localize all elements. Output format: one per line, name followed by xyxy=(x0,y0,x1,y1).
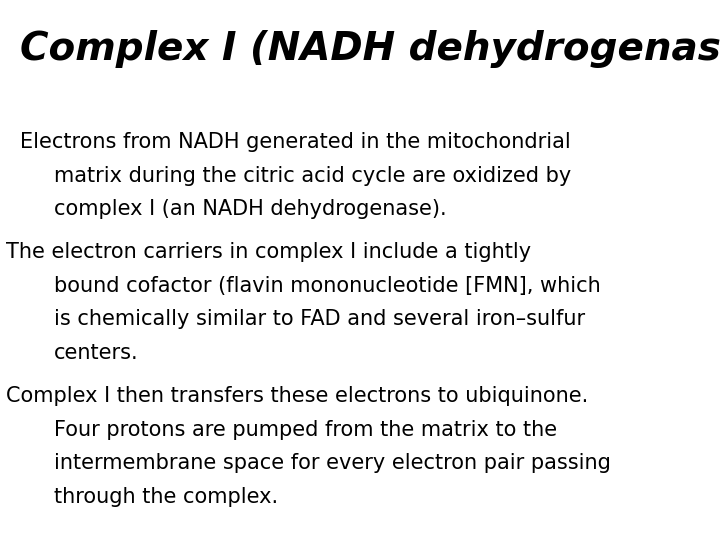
Text: Complex I (NADH dehydrogenase).: Complex I (NADH dehydrogenase). xyxy=(20,30,720,68)
Text: bound cofactor (flavin mononucleotide [FMN], which: bound cofactor (flavin mononucleotide [F… xyxy=(54,276,600,296)
Text: centers.: centers. xyxy=(54,343,139,363)
Text: The electron carriers in complex I include a tightly: The electron carriers in complex I inclu… xyxy=(6,242,531,262)
Text: Four protons are pumped from the matrix to the: Four protons are pumped from the matrix … xyxy=(54,420,557,440)
Text: matrix during the citric acid cycle are oxidized by: matrix during the citric acid cycle are … xyxy=(54,166,571,186)
Text: Electrons from NADH generated in the mitochondrial: Electrons from NADH generated in the mit… xyxy=(20,132,571,152)
Text: is chemically similar to FAD and several iron–sulfur: is chemically similar to FAD and several… xyxy=(54,309,585,329)
Text: Complex I then transfers these electrons to ubiquinone.: Complex I then transfers these electrons… xyxy=(6,386,588,406)
Text: through the complex.: through the complex. xyxy=(54,487,278,507)
Text: complex I (an NADH dehydrogenase).: complex I (an NADH dehydrogenase). xyxy=(54,199,446,219)
Text: intermembrane space for every electron pair passing: intermembrane space for every electron p… xyxy=(54,453,611,473)
